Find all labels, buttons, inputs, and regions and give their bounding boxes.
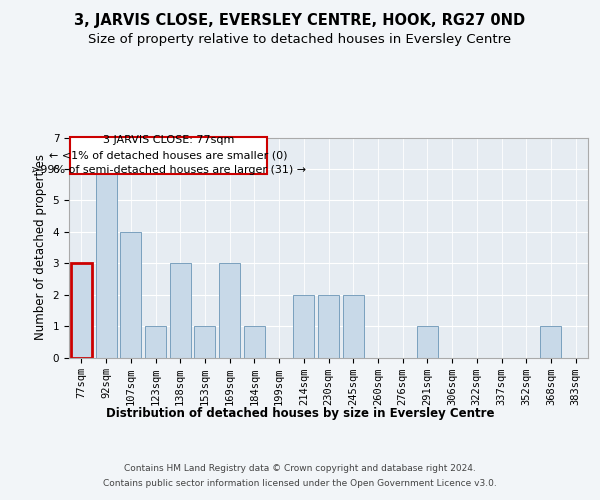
Bar [318,294,339,358]
Text: Contains public sector information licensed under the Open Government Licence v3: Contains public sector information licen… [103,479,497,488]
Bar [244,326,265,358]
Bar [541,326,562,358]
Text: Distribution of detached houses by size in Eversley Centre: Distribution of detached houses by size … [106,408,494,420]
Bar [95,169,116,358]
Text: 3 JARVIS CLOSE: 77sqm
← <1% of detached houses are smaller (0)
>99% of semi-deta: 3 JARVIS CLOSE: 77sqm ← <1% of detached … [31,136,306,175]
Bar [145,326,166,358]
Bar [343,294,364,358]
Y-axis label: Number of detached properties: Number of detached properties [34,154,47,340]
Bar [120,232,141,358]
Text: Size of property relative to detached houses in Eversley Centre: Size of property relative to detached ho… [88,32,512,46]
Bar [219,263,240,358]
Text: 3, JARVIS CLOSE, EVERSLEY CENTRE, HOOK, RG27 0ND: 3, JARVIS CLOSE, EVERSLEY CENTRE, HOOK, … [74,12,526,28]
Bar [71,263,92,358]
Bar [417,326,438,358]
Bar [170,263,191,358]
Bar [194,326,215,358]
Bar [293,294,314,358]
Bar [70,137,267,173]
Text: Contains HM Land Registry data © Crown copyright and database right 2024.: Contains HM Land Registry data © Crown c… [124,464,476,473]
